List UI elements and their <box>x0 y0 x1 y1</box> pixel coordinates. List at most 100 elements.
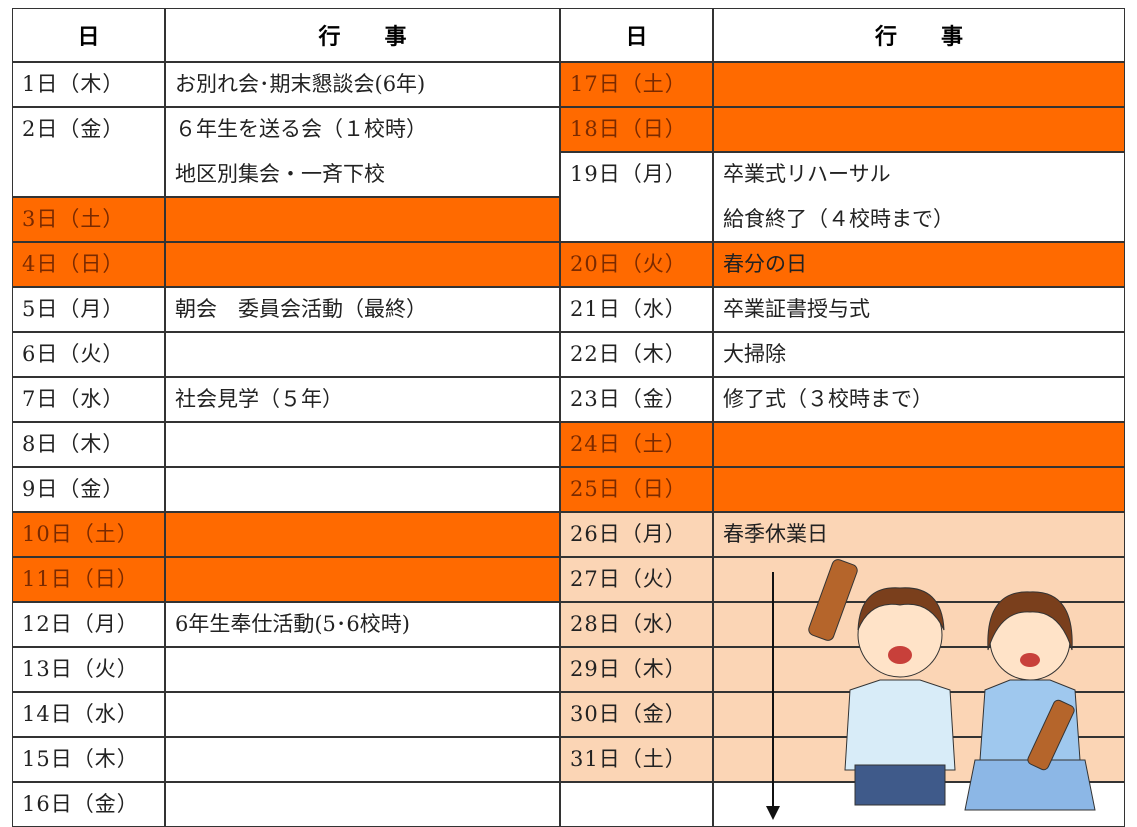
event-cell <box>165 287 560 332</box>
day-cell <box>560 107 713 152</box>
day-label: 12日（月） <box>22 612 139 636</box>
event-cell <box>713 647 1125 692</box>
day-label: 6日（火） <box>22 342 125 366</box>
day-label: 9日（金） <box>22 477 125 501</box>
day-cell <box>560 152 713 242</box>
day-label: 14日（水） <box>22 702 139 726</box>
day-label: 11日（日） <box>22 567 139 591</box>
day-cell <box>560 692 713 737</box>
event-cell <box>165 467 560 512</box>
event-cell <box>713 62 1125 107</box>
day-label: 7日（水） <box>22 387 125 411</box>
day-label: 18日（日） <box>570 117 687 141</box>
day-cell <box>12 467 165 512</box>
day-cell <box>560 782 713 827</box>
day-label: 28日（水） <box>570 612 687 636</box>
day-cell <box>12 377 165 422</box>
event-cell <box>165 737 560 782</box>
day-label: 13日（火） <box>22 657 139 681</box>
event-text: 卒業証書授与式 <box>723 297 870 321</box>
day-cell <box>12 602 165 647</box>
day-cell <box>560 62 713 107</box>
day-label: 19日（月） <box>570 162 687 186</box>
event-cell <box>713 737 1125 782</box>
event-cell <box>165 602 560 647</box>
day-cell <box>12 692 165 737</box>
day-cell <box>12 242 165 287</box>
day-cell <box>560 737 713 782</box>
day-cell <box>560 512 713 557</box>
event-text: 地区別集会・一斉下校 <box>175 162 385 186</box>
day-label: 23日（金） <box>570 387 687 411</box>
day-label: 29日（木） <box>570 657 687 681</box>
event-cell <box>713 242 1125 287</box>
day-label: 22日（木） <box>570 342 687 366</box>
day-label: 5日（月） <box>22 297 125 321</box>
day-label: 1日（木） <box>22 72 125 96</box>
header-cell: 日 <box>560 8 713 62</box>
event-text: 社会見学（５年） <box>175 387 343 411</box>
day-label: 15日（木） <box>22 747 139 771</box>
event-cell <box>165 107 560 197</box>
event-cell <box>165 647 560 692</box>
event-text: 春季休業日 <box>723 522 828 546</box>
day-label: 2日（金） <box>22 117 125 141</box>
day-label: 31日（土） <box>570 747 687 771</box>
day-cell <box>12 647 165 692</box>
day-label: 30日（金） <box>570 702 687 726</box>
event-cell <box>165 557 560 602</box>
day-label: 21日（水） <box>570 297 687 321</box>
event-text: 卒業式リハーサル <box>723 162 891 186</box>
day-label: 10日（土） <box>22 522 139 546</box>
event-cell <box>713 422 1125 467</box>
day-cell <box>560 602 713 647</box>
event-cell <box>165 242 560 287</box>
day-cell <box>12 287 165 332</box>
event-cell <box>713 107 1125 152</box>
day-cell <box>560 377 713 422</box>
day-label: 8日（木） <box>22 432 125 456</box>
event-text: 春分の日 <box>723 252 807 276</box>
event-cell <box>713 557 1125 602</box>
event-cell <box>713 152 1125 242</box>
event-cell <box>713 287 1125 332</box>
event-text: ６年生を送る会（１校時） <box>175 117 427 141</box>
event-text: 大掃除 <box>723 342 786 366</box>
event-text: 修了式（３校時まで） <box>723 387 933 411</box>
day-cell <box>560 287 713 332</box>
day-cell <box>12 737 165 782</box>
day-label: 26日（月） <box>570 522 687 546</box>
event-cell <box>713 512 1125 557</box>
event-cell <box>713 782 1125 827</box>
event-cell <box>713 692 1125 737</box>
day-cell <box>560 467 713 512</box>
event-cell <box>713 332 1125 377</box>
day-label: 25日（日） <box>570 477 687 501</box>
event-cell <box>165 62 560 107</box>
event-text: 6年生奉仕活動(5･6校時) <box>175 612 410 636</box>
event-cell <box>165 512 560 557</box>
event-cell <box>165 332 560 377</box>
event-cell <box>165 692 560 737</box>
day-label: 4日（日） <box>22 252 125 276</box>
event-cell <box>713 602 1125 647</box>
event-cell <box>713 467 1125 512</box>
header-cell: 日 <box>12 8 165 62</box>
day-label: 17日（土） <box>570 72 687 96</box>
day-cell <box>12 512 165 557</box>
day-cell <box>560 557 713 602</box>
day-label: 16日（金） <box>22 792 139 816</box>
header-cell: 行 事 <box>713 8 1125 62</box>
day-cell <box>12 332 165 377</box>
day-cell <box>12 62 165 107</box>
event-cell <box>165 782 560 827</box>
event-text: お別れ会･期末懇談会(6年) <box>175 72 426 96</box>
day-label: 27日（火） <box>570 567 687 591</box>
event-cell <box>713 377 1125 422</box>
day-label: 20日（火） <box>570 252 687 276</box>
day-cell <box>12 197 165 242</box>
day-cell <box>560 422 713 467</box>
day-cell <box>560 332 713 377</box>
header-cell: 行 事 <box>165 8 560 62</box>
